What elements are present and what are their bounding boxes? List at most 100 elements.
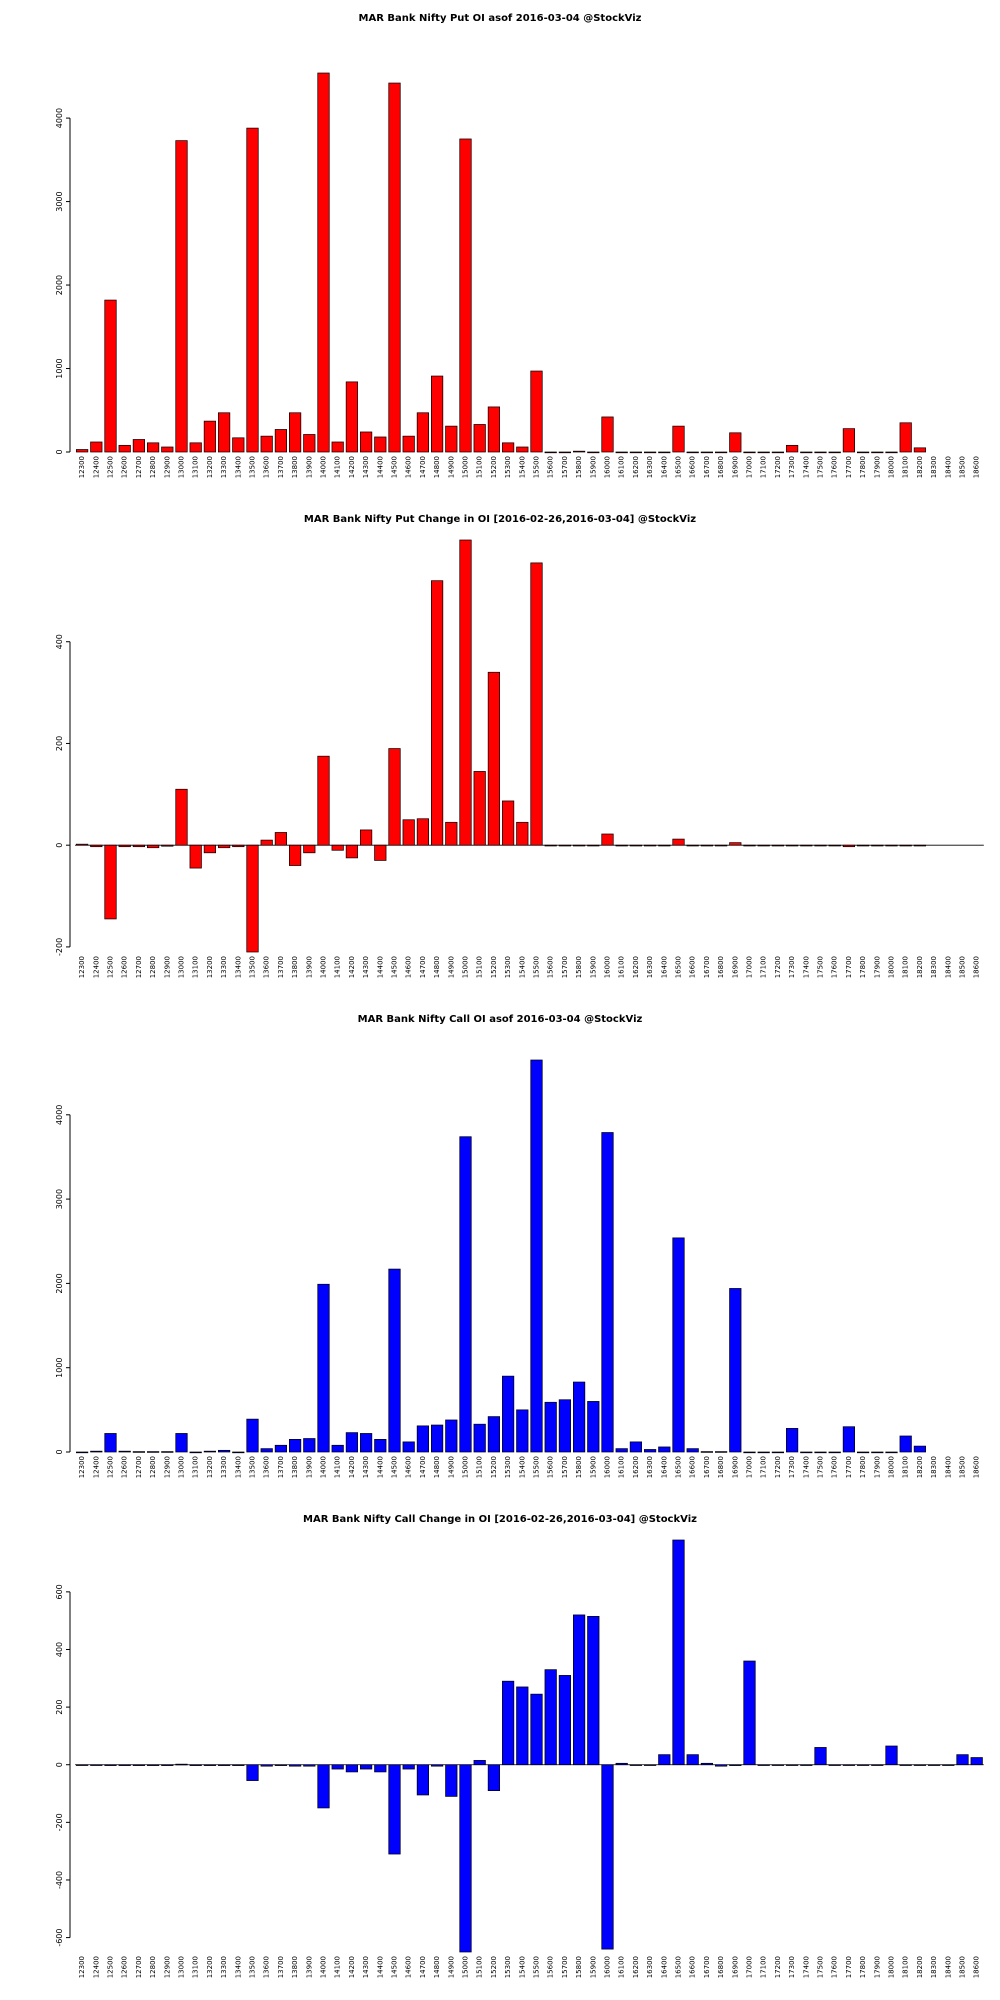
x-tick-label: 17800 [859,1456,867,1478]
x-tick-label: 14600 [405,1956,413,1978]
x-tick-label: 12400 [92,956,100,978]
bar-18600 [970,1757,983,1766]
bar-13200 [203,420,216,453]
x-tick-label: 17800 [859,956,867,978]
x-tick-label: 14500 [391,1456,399,1478]
bar-13500 [246,1418,259,1453]
bar-14000 [317,755,330,846]
bar-13100 [189,442,202,453]
bar-12700 [132,1764,145,1766]
x-tick-label: 12400 [92,1456,100,1478]
x-tick-label: 17900 [873,1456,881,1478]
bar-15400 [516,821,529,846]
x-tick-label: 16900 [731,956,739,978]
x-tick-label: 17700 [845,956,853,978]
bar-13500 [246,1764,259,1781]
bar-13300 [218,412,231,453]
x-tick-label: 18000 [888,456,896,478]
x-tick-label: 15800 [575,456,583,478]
bar-12400 [90,1450,103,1453]
bar-17900 [871,844,884,847]
y-tick-label: 2000 [55,1273,64,1293]
x-tick-label: 17200 [774,1956,782,1978]
bar-15100 [473,1423,486,1453]
bar-15200 [487,1764,500,1792]
bar-14300 [360,1433,373,1453]
x-tick-label: 15700 [561,1956,569,1978]
bar-13000 [175,1763,188,1766]
x-tick-label: 14200 [348,956,356,978]
x-tick-label: 16800 [717,1456,725,1478]
bar-16500 [672,838,685,846]
x-tick-label: 15100 [476,956,484,978]
bar-13900 [303,434,316,453]
x-tick-label: 15100 [476,456,484,478]
x-tick-label: 18100 [902,956,910,978]
x-tick-label: 13600 [263,456,271,478]
x-tick-label: 12400 [92,1956,100,1978]
x-tick-label: 18500 [959,1956,967,1978]
bar-14200 [345,844,358,859]
x-tick-label: 15900 [589,1456,597,1478]
y-tick-label: 200 [55,736,64,751]
bar-17200 [771,1451,785,1454]
bar-16200 [629,1441,643,1453]
bar-15300 [502,1375,515,1453]
x-tick-label: 13300 [220,956,228,978]
bar-16800 [714,844,728,847]
bar-12500 [104,299,117,453]
bar-17800 [856,1764,870,1766]
x-tick-label: 17000 [746,456,754,478]
bar-16500 [672,425,685,453]
x-tick-label: 14400 [376,456,384,478]
bar-13600 [260,839,273,846]
x-tick-label: 17900 [873,956,881,978]
x-tick-label: 13600 [263,956,271,978]
bar-13500 [246,844,259,953]
bar-16000 [601,1132,614,1453]
bar-16100 [615,451,628,454]
x-tick-label: 15000 [462,1456,470,1478]
bar-13800 [289,1764,302,1767]
x-tick-label: 18200 [916,956,924,978]
x-tick-label: 15600 [547,456,555,478]
x-tick-label: 12800 [149,1956,157,1978]
bar-17000 [743,844,756,847]
x-tick-label: 15600 [547,1456,555,1478]
bar-16400 [658,1754,671,1766]
x-tick-label: 18600 [973,956,981,978]
bar-15500 [530,370,543,453]
bar-12400 [90,1764,103,1766]
bar-17400 [800,451,813,454]
bar-17100 [757,844,770,847]
bar-15400 [516,1686,529,1766]
bar-17700 [842,428,856,453]
x-tick-label: 12600 [121,956,129,978]
x-tick-label: 12700 [135,1456,143,1478]
x-tick-label: 17200 [774,1456,782,1478]
x-tick-label: 14700 [419,956,427,978]
x-tick-label: 17600 [831,1956,839,1978]
x-tick-label: 18300 [930,956,938,978]
x-tick-label: 14000 [320,956,328,978]
bar-15900 [587,844,600,847]
x-tick-label: 13400 [234,1956,242,1978]
x-tick-label: 13000 [178,1456,186,1478]
y-tick-label: -400 [55,1871,64,1889]
x-tick-label: 18100 [902,456,910,478]
x-tick-label: 16800 [717,956,725,978]
y-tick-label: 2000 [55,275,64,295]
bar-17300 [785,844,799,847]
bar-14800 [431,1764,444,1767]
x-tick-label: 16000 [604,456,612,478]
bar-14900 [445,1419,458,1453]
x-tick-label: 15200 [490,456,498,478]
x-tick-label: 12800 [149,956,157,978]
bar-14000 [317,1764,330,1809]
y-tick-label: -200 [55,1813,64,1831]
bar-17100 [757,1764,770,1766]
bar-12500 [104,1764,117,1766]
x-tick-label: 16200 [632,1456,640,1478]
bar-17900 [871,1451,884,1454]
